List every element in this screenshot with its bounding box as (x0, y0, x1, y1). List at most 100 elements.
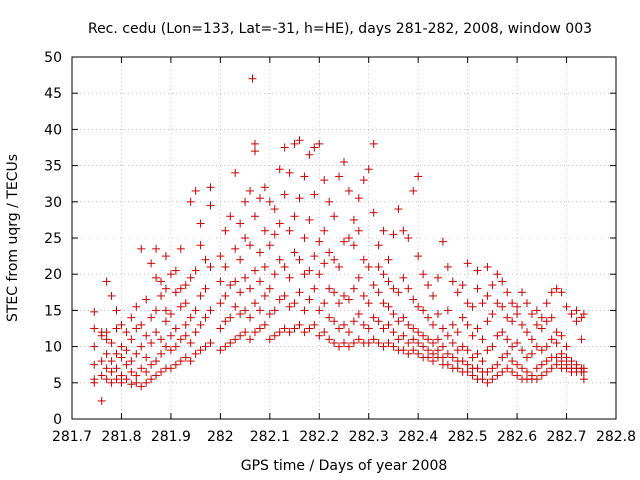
data-point (478, 357, 487, 366)
data-point (285, 273, 294, 282)
data-point (340, 338, 348, 347)
y-axis-label: STEC from uqrg / TECUs (5, 154, 21, 322)
data-point (404, 234, 413, 242)
data-point (280, 291, 289, 300)
data-point (315, 331, 324, 340)
data-point (221, 226, 230, 235)
data-point (404, 320, 413, 329)
data-point (315, 237, 324, 246)
data-point (473, 266, 482, 275)
data-point (127, 335, 136, 344)
data-point (389, 328, 398, 337)
data-point (90, 375, 99, 384)
data-point (107, 338, 116, 347)
data-point (424, 313, 433, 322)
x-axis-label: GPS time / Days of year 2008 (241, 458, 448, 474)
data-point (384, 277, 393, 286)
data-point (236, 255, 245, 264)
data-point (176, 357, 185, 366)
data-point (463, 367, 472, 376)
data-point (152, 357, 161, 366)
data-point (542, 357, 551, 366)
data-point (206, 306, 215, 315)
data-point (330, 288, 339, 297)
data-point (448, 320, 457, 329)
x-tick-label: 282.1 (250, 429, 290, 445)
data-point (157, 335, 166, 344)
data-point (389, 230, 398, 239)
data-point (399, 273, 408, 282)
data-point (404, 284, 413, 293)
data-point (379, 226, 388, 235)
data-point (453, 328, 462, 337)
data-point (196, 241, 205, 250)
data-point (250, 328, 259, 337)
data-point (389, 284, 398, 293)
data-point (522, 367, 531, 376)
y-tick-label: 15 (44, 303, 62, 319)
data-point (562, 302, 571, 311)
data-point (463, 259, 472, 268)
data-point (295, 320, 304, 329)
y-tick-label: 45 (44, 86, 62, 102)
data-points (90, 74, 588, 405)
data-point (260, 226, 269, 235)
data-point (349, 338, 358, 347)
data-point (369, 208, 378, 217)
data-point (102, 277, 111, 286)
data-point (389, 342, 398, 351)
data-point (325, 313, 334, 322)
data-point (132, 378, 141, 387)
x-tick-label: 282.7 (546, 429, 586, 445)
data-point (90, 342, 99, 351)
data-point (552, 328, 561, 337)
data-point (359, 255, 368, 264)
data-point (498, 328, 507, 337)
data-point (221, 262, 230, 271)
data-point (364, 262, 373, 271)
data-point (335, 172, 344, 181)
data-point (419, 306, 428, 315)
data-point (231, 168, 240, 177)
data-point (206, 338, 215, 347)
data-point (384, 320, 393, 329)
data-point (537, 360, 546, 369)
data-point (226, 313, 235, 322)
data-point (527, 310, 536, 319)
data-point (250, 212, 259, 221)
data-point (468, 353, 477, 362)
data-point (201, 284, 210, 293)
data-point (399, 226, 408, 235)
data-point (161, 306, 170, 315)
data-point (166, 364, 175, 373)
data-point (438, 324, 447, 333)
data-point (157, 349, 166, 358)
data-point (102, 364, 111, 373)
data-point (498, 277, 507, 286)
data-point (191, 266, 200, 275)
data-point (488, 281, 497, 290)
data-point (171, 360, 180, 369)
data-point (330, 317, 339, 326)
data-point (236, 219, 245, 228)
data-point (122, 360, 131, 369)
data-point (458, 281, 467, 290)
data-point (562, 342, 571, 351)
data-point (557, 331, 566, 340)
data-point (102, 375, 111, 384)
data-point (498, 353, 507, 362)
data-point (557, 349, 566, 358)
data-point (147, 338, 156, 347)
data-point (508, 317, 517, 326)
data-point (557, 357, 566, 366)
y-tick-label: 50 (44, 50, 62, 66)
data-point (231, 302, 240, 311)
data-point (414, 328, 423, 337)
data-point (354, 194, 363, 203)
data-point (246, 241, 255, 250)
data-point (374, 338, 383, 347)
data-point (513, 302, 522, 311)
data-point (147, 259, 156, 268)
data-point (463, 320, 472, 329)
data-point (201, 255, 210, 264)
